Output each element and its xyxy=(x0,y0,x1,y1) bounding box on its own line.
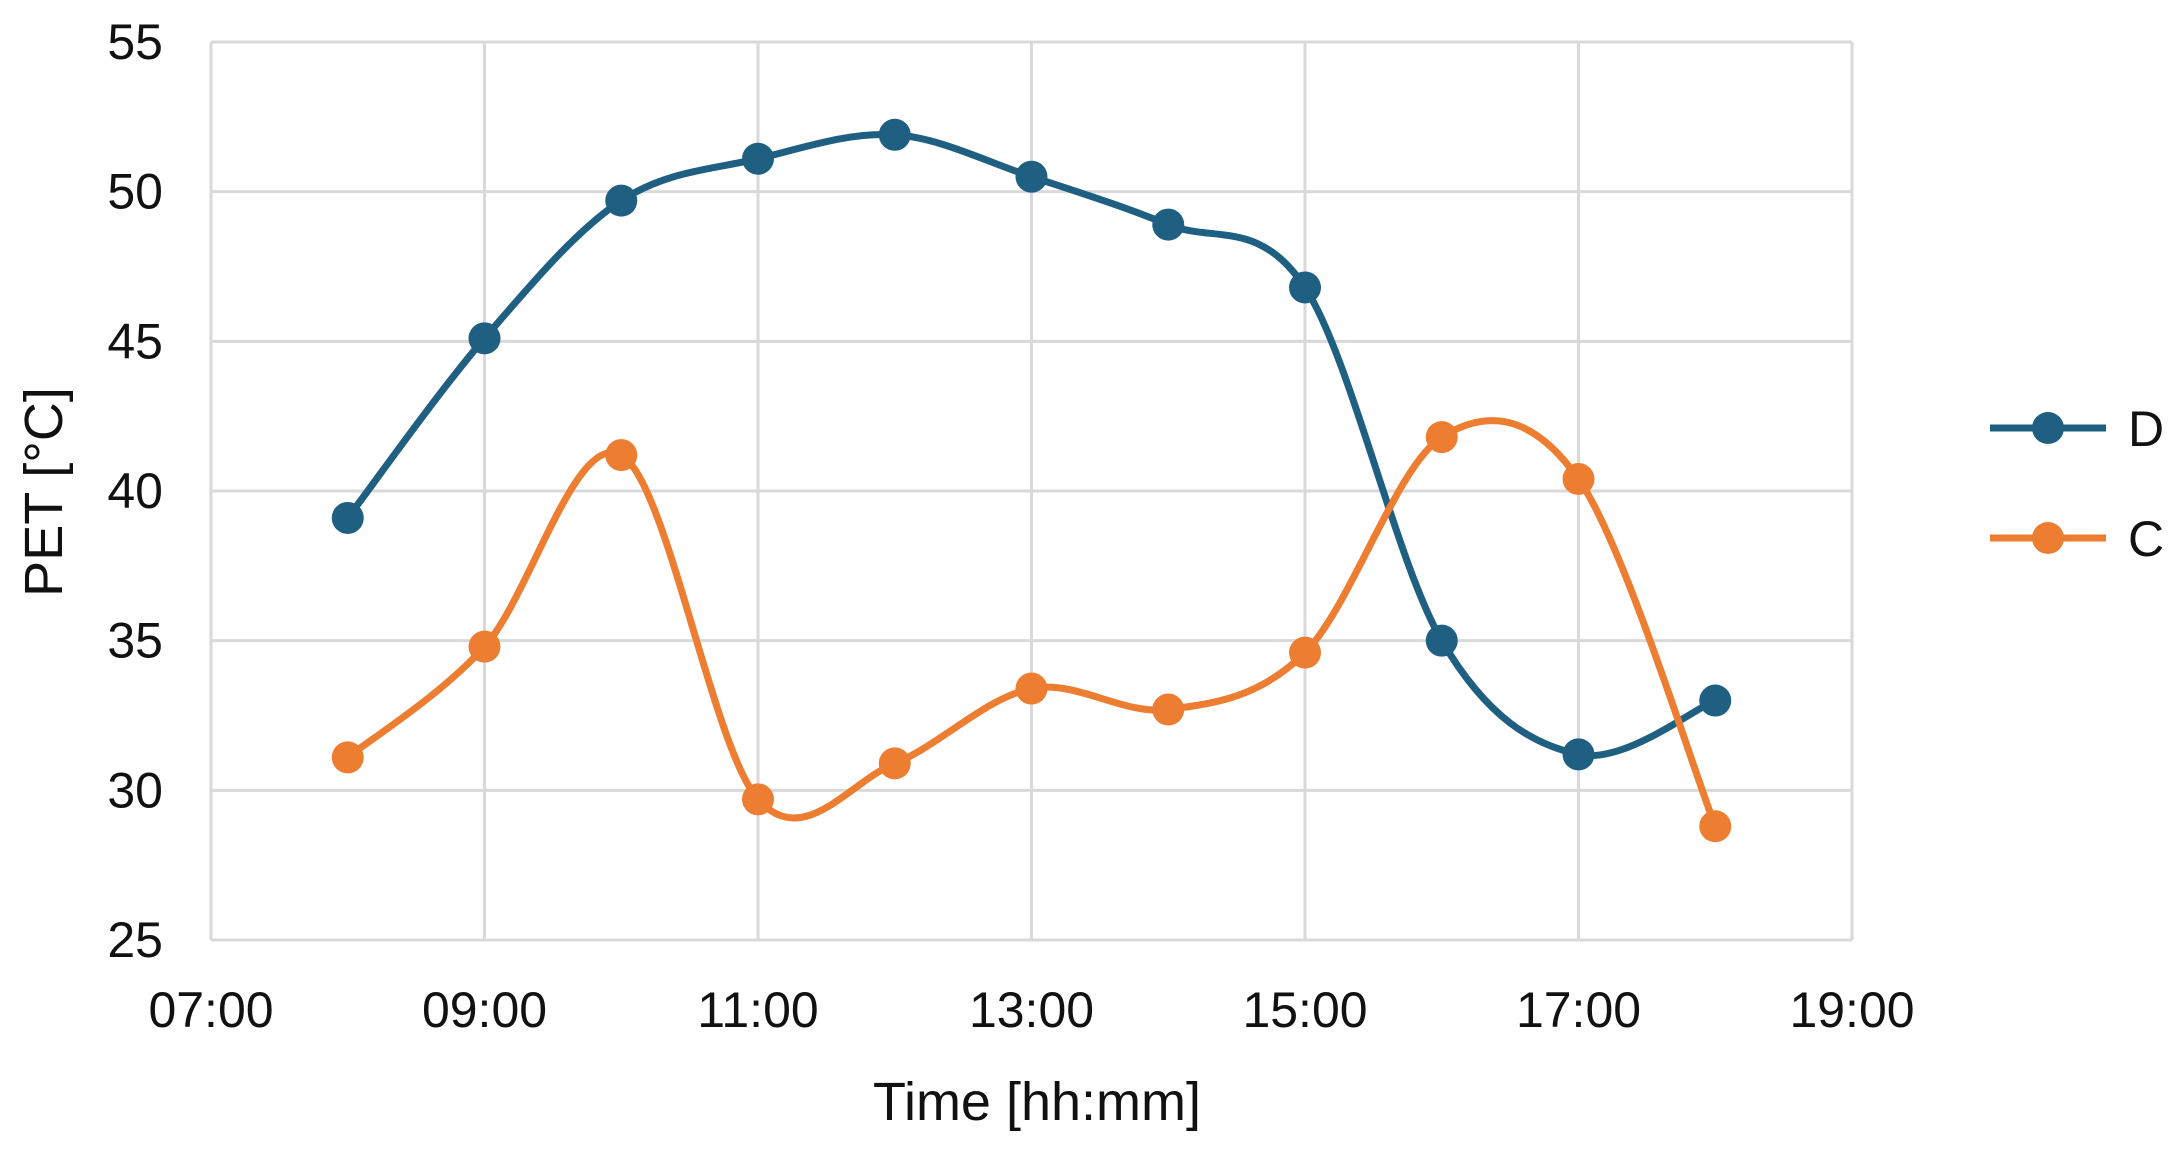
x-tick-label: 15:00 xyxy=(1242,982,1367,1038)
data-point-d xyxy=(1015,160,1048,193)
x-tick-label: 13:00 xyxy=(969,982,1094,1038)
data-point-c xyxy=(742,783,774,816)
data-point-d xyxy=(1152,208,1185,241)
data-point-c xyxy=(468,630,501,663)
data-point-d xyxy=(742,142,774,175)
data-point-d xyxy=(605,184,638,217)
data-point-c xyxy=(1562,463,1595,496)
data-point-c xyxy=(1425,421,1458,454)
data-point-d xyxy=(1425,624,1458,657)
data-point-d xyxy=(1699,684,1732,717)
x-axis-title: Time [hh:mm] xyxy=(873,1072,1201,1132)
series-line-d xyxy=(344,130,1719,760)
tick-labels: 25 30 35 40 45 50 55 07:00 09:00 11:00 13:00 15:00 1… xyxy=(107,14,1914,1038)
legend: DC xyxy=(1990,401,2164,567)
data-point-d xyxy=(1289,271,1321,304)
data-point-c xyxy=(1699,810,1732,843)
series-lines xyxy=(331,118,1732,843)
data-point-c xyxy=(331,741,364,774)
x-tick-label: 09:00 xyxy=(422,982,547,1038)
data-point-d xyxy=(468,322,501,355)
data-point-c xyxy=(1289,636,1321,669)
y-tick-label: 55 xyxy=(107,14,163,70)
y-tick-label: 25 xyxy=(107,912,163,968)
x-tick-label: 11:00 xyxy=(697,982,818,1038)
data-point-c xyxy=(605,439,638,472)
data-point-d xyxy=(1562,738,1595,771)
y-tick-label: 40 xyxy=(107,463,163,519)
legend-swatch-marker-c xyxy=(2032,522,2064,554)
data-point-c xyxy=(878,747,911,780)
axes xyxy=(209,42,1852,942)
y-tick-label: 30 xyxy=(107,762,163,818)
y-tick-label: 35 xyxy=(107,613,163,669)
data-point-c xyxy=(1152,693,1185,726)
x-tick-label: 07:00 xyxy=(148,982,273,1038)
data-point-d xyxy=(878,118,911,151)
y-axis-title: PET [°C] xyxy=(14,387,74,597)
legend-label-c: C xyxy=(2128,511,2164,567)
y-tick-label: 50 xyxy=(107,164,163,220)
y-tick-label: 45 xyxy=(107,313,163,369)
x-tick-label: 19:00 xyxy=(1789,982,1914,1038)
legend-swatch-marker-d xyxy=(2032,412,2064,444)
data-point-c xyxy=(1015,672,1048,705)
legend-label-d: D xyxy=(2128,401,2164,457)
data-point-d xyxy=(331,501,364,534)
x-tick-label: 17:00 xyxy=(1516,982,1641,1038)
